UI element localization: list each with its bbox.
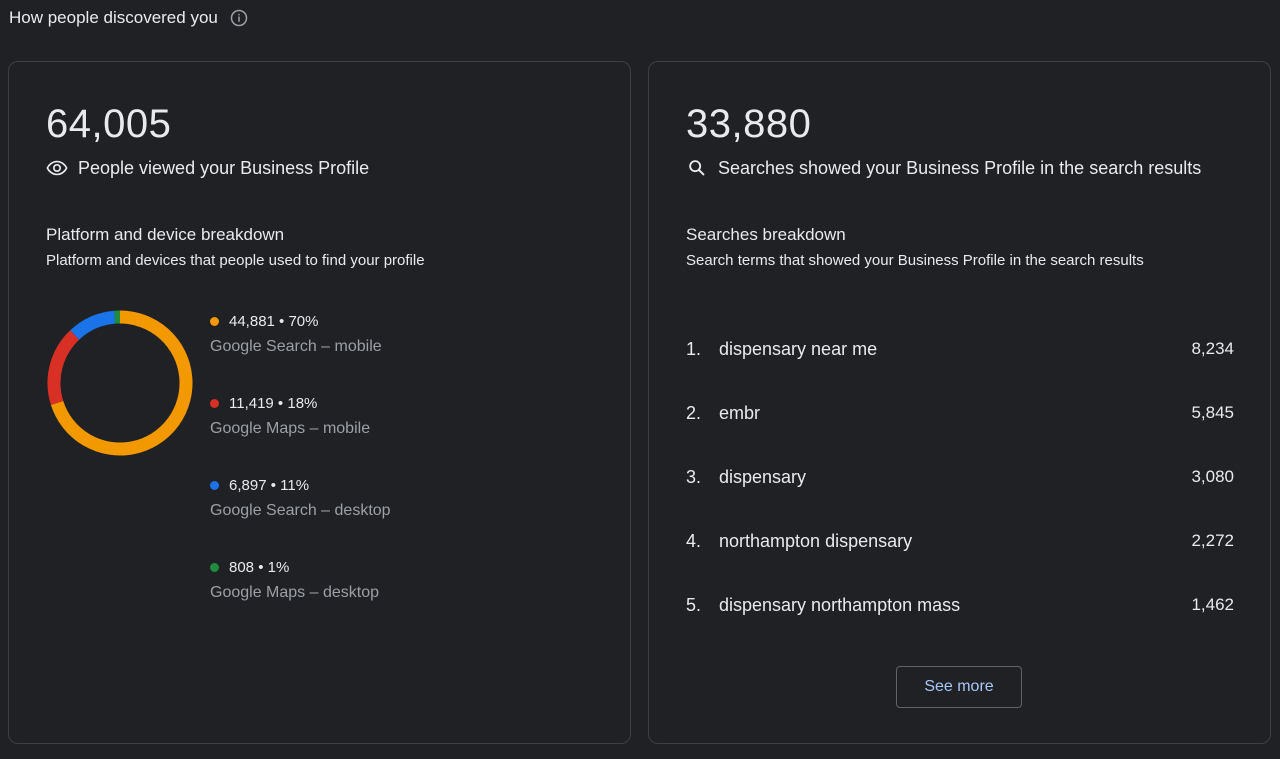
search-count: 3,080 (1191, 467, 1234, 486)
search-term: northampton dispensary (719, 530, 913, 551)
search-rank: 1. (686, 338, 702, 359)
views-label: People viewed your Business Profile (46, 157, 369, 179)
donut-slice (47, 330, 80, 405)
info-icon[interactable] (230, 9, 248, 27)
list-item: 3. dispensary 3,080 (686, 445, 1234, 509)
search-icon (686, 157, 708, 179)
legend-stat: 44,881 • 70% (229, 312, 319, 330)
eye-icon (46, 157, 68, 179)
list-item: 4. northampton dispensary 2,272 (686, 509, 1234, 573)
legend-dot (210, 398, 219, 408)
searches-card: 33,880 Searches showed your Business Pro… (648, 61, 1271, 744)
search-rank: 2. (686, 402, 702, 423)
legend-stat: 808 • 1% (229, 558, 290, 576)
search-count: 2,272 (1191, 531, 1234, 550)
list-item: 2. embr 5,845 (686, 381, 1234, 445)
search-count: 1,462 (1191, 595, 1234, 614)
donut-slice (70, 310, 116, 340)
legend-label: Google Maps – desktop (210, 584, 379, 601)
legend-item: 11,419 • 18% Google Maps – mobile (210, 393, 510, 475)
legend-item: 808 • 1% Google Maps – desktop (210, 557, 510, 639)
searches-label-text: Searches showed your Business Profile in… (718, 157, 1202, 178)
see-more-button[interactable]: See more (896, 666, 1022, 708)
legend-item: 6,897 • 11% Google Search – desktop (210, 475, 510, 557)
searches-breakdown-subtitle: Search terms that showed your Business P… (686, 252, 1144, 269)
legend-dot (210, 480, 219, 490)
views-label-text: People viewed your Business Profile (78, 157, 370, 178)
section-header: How people discovered you (9, 8, 248, 28)
legend-stat: 6,897 • 11% (229, 476, 310, 494)
search-term: dispensary northampton mass (719, 594, 961, 615)
legend-dot (210, 562, 219, 572)
list-item: 1. dispensary near me 8,234 (686, 317, 1234, 381)
list-item: 5. dispensary northampton mass 1,462 (686, 573, 1234, 637)
views-total: 64,005 (46, 102, 172, 146)
search-rank: 3. (686, 466, 702, 487)
searches-total: 33,880 (686, 102, 812, 146)
views-card: 64,005 People viewed your Business Profi… (8, 61, 631, 744)
legend-item: 44,881 • 70% Google Search – mobile (210, 311, 510, 393)
page-title: How people discovered you (9, 8, 218, 27)
searches-breakdown-title: Searches breakdown (686, 225, 846, 244)
search-term: embr (719, 402, 761, 423)
legend-dot (210, 316, 219, 326)
platform-donut-chart (47, 310, 193, 456)
legend-label: Google Search – mobile (210, 338, 382, 355)
legend-stat: 11,419 • 18% (229, 394, 318, 412)
legend-label: Google Search – desktop (210, 502, 391, 519)
platform-breakdown-title: Platform and device breakdown (46, 225, 285, 244)
search-term: dispensary near me (719, 338, 878, 359)
legend-label: Google Maps – mobile (210, 420, 371, 437)
platform-legend: 44,881 • 70% Google Search – mobile 11,4… (210, 311, 510, 639)
search-terms-list: 1. dispensary near me 8,234 2. embr 5,84… (686, 317, 1234, 637)
search-rank: 4. (686, 530, 702, 551)
donut-slice (50, 310, 193, 456)
search-rank: 5. (686, 594, 702, 615)
search-count: 8,234 (1191, 339, 1234, 358)
searches-label: Searches showed your Business Profile in… (686, 157, 1201, 179)
search-term: dispensary (719, 466, 807, 487)
platform-breakdown-subtitle: Platform and devices that people used to… (46, 252, 425, 269)
search-count: 5,845 (1191, 403, 1234, 422)
